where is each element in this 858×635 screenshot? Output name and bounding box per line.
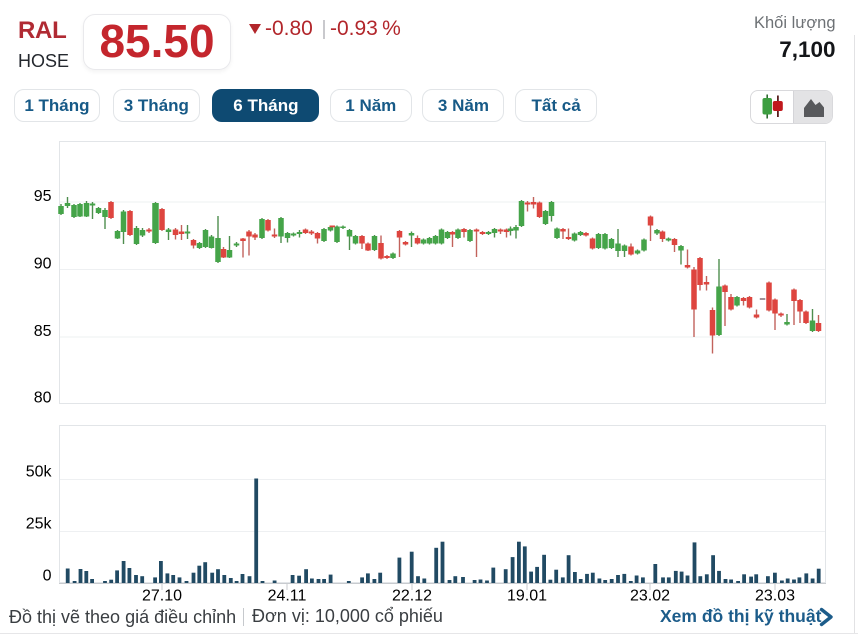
svg-text:90: 90 bbox=[34, 256, 52, 273]
svg-text:25k: 25k bbox=[26, 516, 53, 533]
svg-text:23.02: 23.02 bbox=[630, 588, 670, 605]
svg-text:23.03: 23.03 bbox=[755, 588, 795, 605]
svg-text:19.01: 19.01 bbox=[507, 588, 547, 605]
svg-text:95: 95 bbox=[34, 188, 52, 205]
svg-text:27.10: 27.10 bbox=[142, 588, 182, 605]
svg-text:50k: 50k bbox=[26, 464, 53, 481]
svg-text:85: 85 bbox=[34, 323, 52, 340]
svg-text:80: 80 bbox=[34, 390, 52, 407]
svg-text:22.12: 22.12 bbox=[392, 588, 432, 605]
svg-text:0: 0 bbox=[43, 568, 52, 585]
svg-text:24.11: 24.11 bbox=[268, 588, 307, 605]
